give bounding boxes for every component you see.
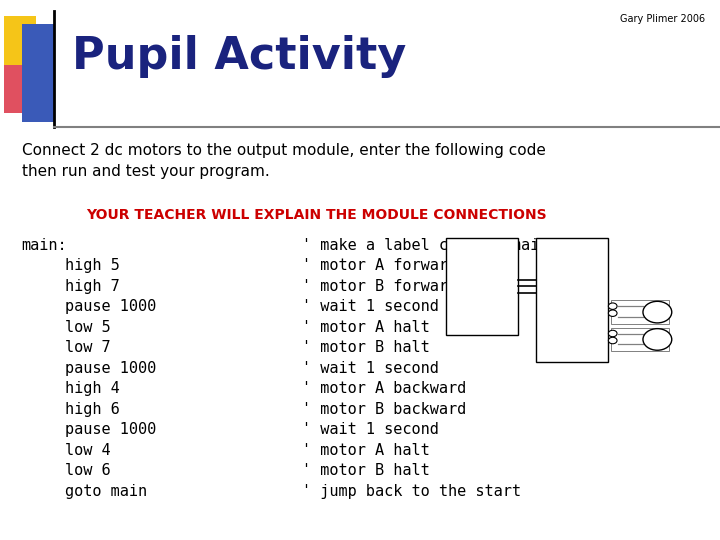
FancyBboxPatch shape — [22, 24, 54, 73]
Text: ' motor B halt: ' motor B halt — [302, 340, 430, 355]
FancyBboxPatch shape — [22, 73, 54, 122]
Circle shape — [643, 301, 672, 323]
Text: Gary Plimer 2006: Gary Plimer 2006 — [621, 14, 706, 24]
Text: goto main: goto main — [65, 484, 147, 499]
Circle shape — [608, 310, 617, 316]
Text: high 6: high 6 — [65, 402, 120, 417]
Text: ' wait 1 second: ' wait 1 second — [302, 361, 439, 376]
Text: ' make a label called ‘main’: ' make a label called ‘main’ — [302, 238, 558, 253]
Text: low 4: low 4 — [65, 443, 110, 458]
Text: YOUR TEACHER WILL EXPLAIN THE MODULE CONNECTIONS: YOUR TEACHER WILL EXPLAIN THE MODULE CON… — [86, 208, 547, 222]
Text: ' wait 1 second: ' wait 1 second — [302, 422, 439, 437]
Circle shape — [608, 338, 617, 344]
Text: high 5: high 5 — [65, 258, 120, 273]
Text: ' motor A halt: ' motor A halt — [302, 443, 430, 458]
Text: pause 1000: pause 1000 — [65, 299, 156, 314]
Text: ' motor B backward: ' motor B backward — [302, 402, 467, 417]
FancyBboxPatch shape — [4, 65, 36, 113]
Text: high 4: high 4 — [65, 381, 120, 396]
Text: low 6: low 6 — [65, 463, 110, 478]
Text: pause 1000: pause 1000 — [65, 361, 156, 376]
FancyBboxPatch shape — [4, 16, 36, 65]
Text: low 7: low 7 — [65, 340, 110, 355]
Text: low 5: low 5 — [65, 320, 110, 335]
Circle shape — [608, 330, 617, 337]
FancyBboxPatch shape — [536, 238, 608, 362]
Text: ' wait 1 second: ' wait 1 second — [302, 299, 439, 314]
Text: Connect 2 dc motors to the output module, enter the following code
then run and : Connect 2 dc motors to the output module… — [22, 143, 546, 179]
Text: M: M — [652, 307, 662, 317]
Circle shape — [608, 303, 617, 309]
Text: ' motor B forward: ' motor B forward — [302, 279, 457, 294]
Text: ' motor A forward: ' motor A forward — [302, 258, 457, 273]
Text: main:: main: — [22, 238, 67, 253]
FancyBboxPatch shape — [446, 238, 518, 335]
Text: Pupil Activity: Pupil Activity — [72, 35, 406, 78]
Text: OUTPUT
DRIVER
MODULE: OUTPUT DRIVER MODULE — [556, 254, 589, 284]
Circle shape — [643, 329, 672, 350]
Text: ' motor B halt: ' motor B halt — [302, 463, 430, 478]
Text: pause 1000: pause 1000 — [65, 422, 156, 437]
Text: ' motor A halt: ' motor A halt — [302, 320, 430, 335]
Text: ' jump back to the start: ' jump back to the start — [302, 484, 521, 499]
Text: high 7: high 7 — [65, 279, 120, 294]
Text: M: M — [652, 334, 662, 345]
Text: STAMP
CONTROLLER: STAMP CONTROLLER — [452, 276, 513, 296]
Text: ' motor A backward: ' motor A backward — [302, 381, 467, 396]
